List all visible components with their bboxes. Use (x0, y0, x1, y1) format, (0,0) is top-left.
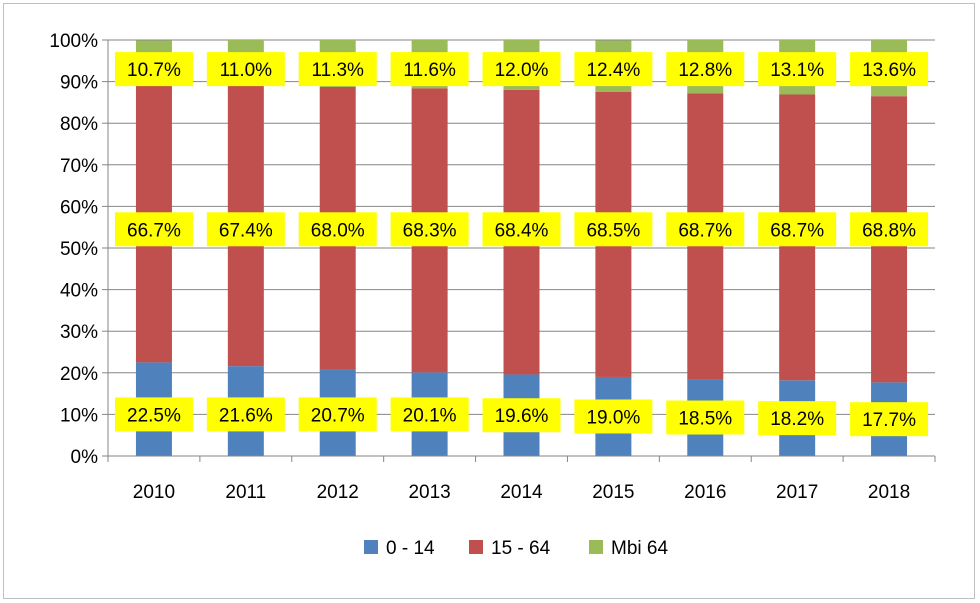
data-label: 12.4% (586, 60, 640, 81)
data-label-box (850, 212, 929, 247)
data-label-box (206, 397, 285, 432)
data-label: 68.3% (403, 220, 457, 241)
data-label-box (390, 397, 469, 432)
y-tick-label: 80% (60, 114, 98, 135)
data-label-box (206, 212, 285, 247)
data-label: 66.7% (127, 220, 181, 241)
data-label: 11.0% (220, 60, 273, 81)
data-label-box (298, 212, 377, 247)
x-axis-ticks: 2010 2011 2012 2013 2014 2015 2016 2017 2018 (133, 482, 910, 503)
data-label-box (390, 212, 469, 247)
y-axis-ticks: 0% 10% 20% 30% 40% 50% 60% 70% 80% 90% 100% (49, 31, 98, 468)
legend-label: 15 - 64 (491, 538, 551, 559)
data-label: 10.7% (127, 60, 181, 81)
data-label: 68.4% (495, 220, 549, 241)
data-label: 11.3% (311, 60, 364, 81)
data-label-box (390, 52, 469, 87)
x-tick-label: 2010 (133, 482, 175, 503)
data-label-box (482, 52, 561, 87)
data-label-box (482, 212, 561, 247)
data-label-box (758, 212, 837, 247)
data-label: 18.2% (770, 409, 824, 430)
data-label-box (114, 52, 193, 87)
y-tick-label: 20% (60, 364, 98, 385)
data-labels: 22.5% 66.7% 10.7% 21.6% 67.4% 11.0% 20.7% 68.0%… (114, 52, 929, 437)
y-tick-label: 0% (71, 447, 99, 468)
x-tick-label: 2017 (776, 482, 818, 503)
x-tick-label: 2016 (684, 482, 726, 503)
data-label: 68.0% (311, 220, 365, 241)
y-tick-label: 50% (60, 239, 98, 260)
data-label: 68.8% (862, 220, 916, 241)
data-label-box (758, 401, 837, 436)
data-label: 19.6% (495, 406, 549, 427)
y-tick-label: 100% (49, 31, 98, 52)
data-label: 68.7% (770, 220, 824, 241)
x-tick-label: 2018 (868, 482, 910, 503)
data-label-box (114, 212, 193, 247)
data-label: 20.7% (311, 405, 365, 426)
axes (102, 39, 936, 462)
data-label-box (574, 399, 653, 434)
y-tick-label: 90% (60, 73, 98, 94)
data-label-box (850, 402, 929, 437)
data-label-box (482, 398, 561, 433)
y-tick-label: 70% (60, 156, 98, 177)
data-label: 12.0% (495, 60, 549, 81)
y-tick-label: 60% (60, 197, 98, 218)
x-tick-label: 2012 (317, 482, 359, 503)
data-label: 21.6% (219, 405, 273, 426)
legend-swatch (469, 540, 483, 554)
x-tick-label: 2013 (408, 482, 450, 503)
legend-label: 0 - 14 (386, 538, 435, 559)
legend-swatch (364, 540, 378, 554)
data-label: 12.8% (678, 60, 732, 81)
y-tick-label: 30% (60, 322, 98, 343)
data-label-box (666, 400, 745, 435)
data-label: 22.5% (127, 405, 181, 426)
legend-swatch (589, 540, 603, 554)
data-label-box (574, 52, 653, 87)
data-label-box (850, 52, 929, 87)
bars (135, 40, 908, 456)
x-tick-label: 2014 (500, 482, 543, 503)
data-label: 68.7% (678, 220, 732, 241)
data-label: 19.0% (586, 407, 640, 428)
data-label: 11.6% (403, 60, 456, 81)
data-label-box (574, 212, 653, 247)
data-label-box (114, 397, 193, 432)
legend-label: Mbi 64 (611, 538, 668, 559)
data-label: 18.5% (678, 409, 732, 430)
data-label-box (666, 52, 745, 87)
data-label-box (758, 52, 837, 87)
data-label-box (666, 212, 745, 247)
data-label: 68.5% (586, 220, 640, 241)
legend: 0 - 14 15 - 64 Mbi 64 (364, 538, 668, 559)
y-tick-label: 40% (60, 281, 98, 302)
data-label: 13.1% (770, 60, 824, 81)
x-tick-label: 2015 (592, 482, 634, 503)
x-tick-label: 2011 (225, 482, 266, 503)
y-tick-label: 10% (60, 405, 98, 426)
data-label-box (206, 52, 285, 87)
data-label: 17.7% (862, 410, 916, 431)
data-label-box (298, 52, 377, 87)
data-label-box (298, 397, 377, 432)
data-label: 13.6% (862, 60, 916, 81)
data-label: 67.4% (219, 220, 273, 241)
data-label: 20.1% (403, 405, 457, 426)
